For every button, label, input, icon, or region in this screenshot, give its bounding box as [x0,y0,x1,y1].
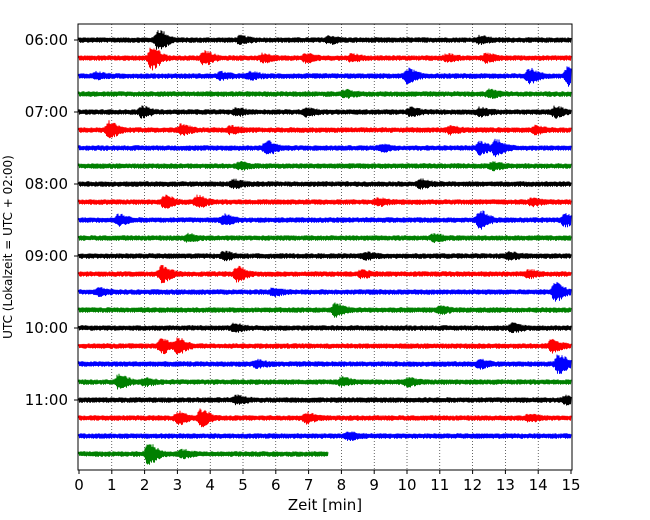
x-tick-label-1: 1 [107,476,117,494]
x-tick-label-2: 2 [140,476,150,494]
x-tick-label-10: 10 [397,476,416,494]
trace-0630 [78,66,572,87]
trace-group [78,30,572,465]
x-tick-label-7: 7 [304,476,314,494]
trace-1015 [78,337,572,355]
x-tick-label-9: 9 [369,476,379,494]
trace-0645 [78,88,572,99]
x-axis: 0 1 2 3 4 5 6 7 8 9 10 11 12 13 14 15 [74,470,581,494]
x-tick-label-8: 8 [337,476,347,494]
y-tick-label-0700: 07:00 [25,103,68,121]
trace-0845 [78,232,572,244]
trace-0915 [78,264,572,284]
trace-0615 [78,47,572,71]
trace-0800 [78,178,572,190]
y-tick-label-1000: 10:00 [25,319,68,337]
plot-frame [77,23,573,471]
trace-1030 [78,354,572,374]
y-axis: 06:00 07:00 08:00 09:00 10:00 11:00 [25,31,78,409]
trace-1000 [78,322,572,334]
x-tick-label-12: 12 [463,476,482,494]
trace-0930 [78,281,572,302]
trace-1045 [78,373,572,390]
y-tick-label-0800: 08:00 [25,175,68,193]
trace-1100 [78,394,572,406]
x-tick-label-3: 3 [173,476,183,494]
x-tick-label-13: 13 [496,476,515,494]
trace-1115 [78,408,572,428]
trace-0745 [78,160,572,172]
x-tick-label-15: 15 [561,476,580,494]
y-tick-label-0900: 09:00 [25,247,68,265]
trace-0730 [78,138,572,158]
x-tick-label-6: 6 [271,476,281,494]
trace-0715 [78,120,572,139]
x-tick-label-4: 4 [205,476,215,494]
trace-0830 [78,210,572,230]
trace-0600 [78,30,572,50]
x-tick-label-14: 14 [529,476,548,494]
trace-1130 [78,431,572,442]
trace-0900 [78,250,572,262]
grid-lines [111,24,539,470]
y-tick-label-1100: 11:00 [25,391,68,409]
trace-0700 [78,105,572,119]
trace-0945 [78,302,572,318]
x-axis-label: Zeit [min] [288,496,362,514]
y-axis-label: UTC (Lokalzeit = UTC + 02:00) [1,155,15,339]
trace-1145 [78,444,329,465]
y-tick-label-0600: 06:00 [25,31,68,49]
trace-0815 [78,194,572,209]
x-tick-label-0: 0 [74,476,84,494]
x-tick-label-5: 5 [238,476,248,494]
x-tick-label-11: 11 [430,476,449,494]
